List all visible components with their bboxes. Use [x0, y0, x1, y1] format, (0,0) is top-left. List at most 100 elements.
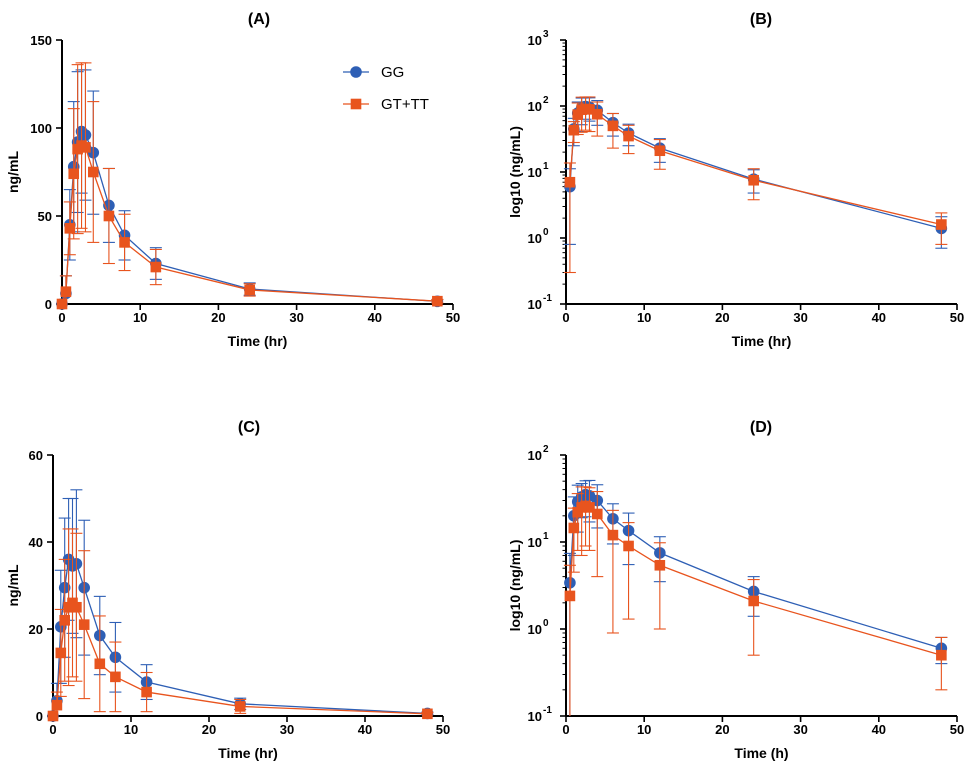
- y-tick-exponent: 2: [543, 444, 549, 455]
- series-line: [569, 493, 942, 649]
- data-point: [654, 559, 666, 571]
- y-tick-exponent: 2: [543, 95, 549, 106]
- y-tick-label: 10: [528, 99, 542, 114]
- legend-marker: [350, 98, 362, 110]
- y-tick-label: 0: [36, 709, 43, 724]
- data-point: [51, 699, 63, 711]
- legend-marker: [350, 66, 362, 78]
- series-line: [61, 130, 438, 305]
- x-tick-label: 0: [562, 722, 569, 737]
- series-gt-tt: [563, 96, 948, 274]
- data-point: [110, 671, 121, 683]
- panel-title: (B): [750, 11, 772, 28]
- y-axis-label: log10 (ng/mL): [507, 540, 523, 632]
- panel-title: (C): [238, 419, 260, 436]
- data-point: [60, 286, 72, 297]
- y-tick-label: 10: [528, 622, 542, 637]
- data-point: [71, 601, 82, 613]
- data-point: [80, 142, 91, 153]
- y-tick-label: 100: [30, 121, 52, 136]
- x-tick-label: 10: [637, 722, 651, 737]
- x-tick-label: 20: [715, 722, 729, 737]
- x-tick-label: 20: [202, 722, 216, 737]
- data-point: [936, 649, 947, 661]
- x-tick-label: 30: [280, 722, 294, 737]
- x-tick-label: 40: [358, 722, 372, 737]
- data-point: [55, 647, 67, 659]
- panel-title: (A): [248, 11, 270, 28]
- data-point: [68, 168, 80, 180]
- data-point: [748, 174, 759, 186]
- data-point: [607, 529, 619, 541]
- series-gt-tt: [56, 62, 444, 310]
- data-point: [607, 120, 619, 132]
- x-tick-label: 40: [368, 310, 382, 325]
- x-tick-label: 50: [950, 722, 964, 737]
- y-tick-exponent: 3: [543, 29, 549, 40]
- y-tick-exponent: 0: [543, 227, 549, 238]
- x-tick-label: 0: [562, 310, 569, 325]
- data-point: [568, 522, 580, 534]
- data-point: [59, 615, 70, 626]
- data-point: [623, 540, 634, 552]
- x-tick-label: 30: [793, 310, 807, 325]
- data-point: [47, 710, 59, 722]
- y-axis-label: ng/mL: [5, 151, 21, 193]
- panel-title: (D): [750, 419, 772, 436]
- panel-c: (C) 0 10 20 30 40 50 0 20 40 60 Time (hr) ng/mL: [5, 419, 450, 761]
- data-point: [78, 619, 90, 630]
- y-axis-label: ng/mL: [5, 564, 21, 606]
- data-point: [591, 108, 603, 120]
- y-tick-label: 10: [528, 33, 542, 48]
- data-point: [150, 261, 162, 273]
- y-tick-label: 150: [30, 33, 52, 48]
- y-tick-exponent: -1: [543, 705, 552, 716]
- data-point: [654, 145, 666, 157]
- data-point: [748, 595, 759, 607]
- series-line: [61, 144, 438, 305]
- data-point: [564, 590, 576, 602]
- x-tick-label: 30: [289, 310, 303, 325]
- data-point: [568, 124, 580, 136]
- series-line: [569, 108, 942, 226]
- x-tick-label: 10: [637, 310, 651, 325]
- y-tick-label: 10: [528, 231, 542, 246]
- data-point: [936, 219, 947, 230]
- y-tick-label: 10: [528, 709, 542, 724]
- series-gg: [47, 489, 434, 722]
- data-point: [432, 295, 443, 307]
- y-tick-label: 10: [528, 535, 542, 550]
- x-axis-label: Time (hr): [228, 333, 288, 349]
- data-point: [584, 104, 595, 115]
- data-point: [234, 701, 246, 712]
- x-tick-label: 0: [58, 310, 65, 325]
- series-gt-tt: [563, 486, 948, 716]
- series-gt-tt: [47, 528, 434, 722]
- data-point: [591, 508, 603, 520]
- data-point: [64, 223, 76, 234]
- legend-item-gg: GG: [343, 64, 404, 81]
- y-tick-label: 0: [45, 297, 52, 312]
- y-tick-label: 20: [29, 622, 43, 637]
- y-tick-label: 40: [29, 535, 43, 550]
- data-point: [94, 658, 106, 670]
- data-point: [119, 237, 130, 248]
- x-tick-label: 10: [124, 722, 138, 737]
- y-tick-exponent: 1: [543, 161, 549, 172]
- x-axis-label: Time (hr): [218, 745, 278, 761]
- data-point: [141, 686, 152, 698]
- x-tick-label: 40: [872, 310, 886, 325]
- data-point: [244, 284, 255, 296]
- x-tick-label: 50: [950, 310, 964, 325]
- legend-label: GG: [381, 64, 404, 81]
- data-point: [56, 298, 68, 310]
- y-tick-exponent: -1: [543, 293, 552, 304]
- y-tick-label: 10: [528, 448, 542, 463]
- y-tick-label: 10: [528, 165, 542, 180]
- data-point: [87, 166, 99, 178]
- x-tick-label: 0: [49, 722, 56, 737]
- x-tick-label: 30: [793, 722, 807, 737]
